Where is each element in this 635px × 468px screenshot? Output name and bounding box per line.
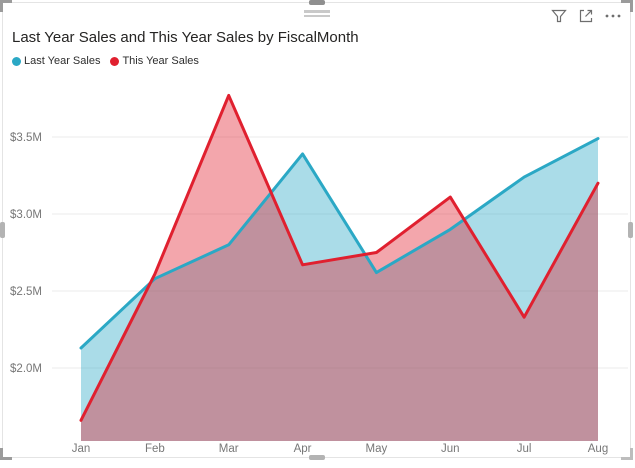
x-axis-label: Jan: [72, 443, 91, 455]
visual-toolbar: [550, 7, 622, 25]
x-axis-label: Apr: [294, 443, 312, 455]
corner-handle-top-left[interactable]: [0, 0, 12, 12]
legend-item-last-year-sales[interactable]: Last Year Sales: [12, 55, 100, 67]
resize-handle-left[interactable]: [0, 222, 5, 238]
x-axis-label: May: [366, 443, 388, 455]
y-axis-label: $2.5M: [10, 286, 42, 298]
legend-dot-icon: [12, 56, 21, 66]
y-axis-label: $3.5M: [10, 132, 42, 144]
corner-handle-top-right[interactable]: [621, 0, 633, 12]
corner-handle-bottom-left[interactable]: [0, 448, 12, 460]
x-axis-label: Aug: [588, 443, 608, 455]
legend-label: Last Year Sales: [24, 55, 101, 67]
focus-mode-icon[interactable]: [577, 7, 595, 25]
legend-dot-icon: [110, 56, 120, 66]
legend-item-this-year-sales[interactable]: This Year Sales: [110, 55, 199, 67]
series-area-this-year-sales[interactable]: [81, 95, 598, 442]
legend: Last Year Sales This Year Sales: [12, 55, 199, 67]
chart-title: Last Year Sales and This Year Sales by F…: [12, 29, 359, 46]
x-axis-label: Mar: [219, 443, 239, 455]
corner-handle-bottom-right[interactable]: [621, 448, 633, 460]
x-axis-label: Jun: [441, 443, 460, 455]
resize-handle-top[interactable]: [308, 0, 325, 5]
legend-label: This Year Sales: [122, 55, 199, 67]
series-line-last-year-sales[interactable]: [79, 137, 600, 350]
x-axis-label: Jul: [517, 443, 532, 455]
resize-handle-right[interactable]: [628, 222, 633, 238]
resize-handle-bottom[interactable]: [308, 455, 325, 460]
filter-icon[interactable]: [550, 7, 568, 25]
x-axis-label: Feb: [145, 443, 165, 455]
drag-grip-icon[interactable]: [303, 10, 330, 17]
visual-frame[interactable]: Last Year Sales and This Year Sales by F…: [0, 0, 633, 460]
series-line-this-year-sales[interactable]: [79, 93, 600, 422]
y-axis-label: $2.0M: [10, 363, 42, 375]
series-area-last-year-sales[interactable]: [81, 138, 598, 442]
y-axis-label: $3.0M: [10, 209, 42, 221]
more-options-icon[interactable]: [604, 7, 622, 25]
